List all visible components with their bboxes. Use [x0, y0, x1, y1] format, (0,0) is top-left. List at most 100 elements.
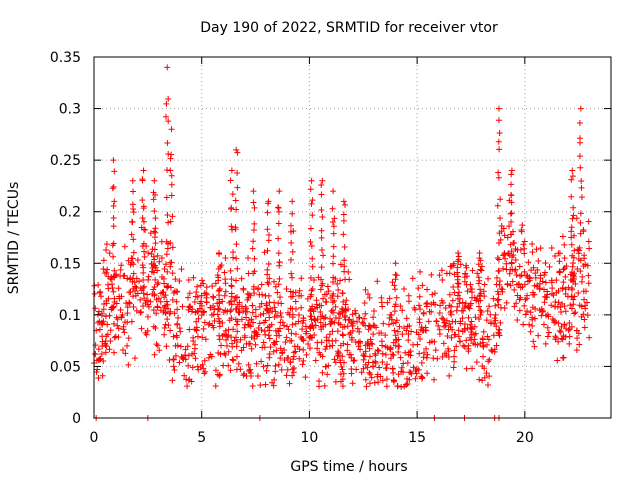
data-point — [252, 306, 259, 313]
data-point — [361, 300, 368, 307]
data-point — [163, 100, 170, 107]
data-point — [541, 272, 548, 279]
data-point — [340, 298, 347, 305]
data-point — [139, 214, 146, 221]
data-point — [197, 300, 204, 307]
data-point — [508, 199, 515, 206]
data-point — [130, 188, 137, 195]
points-layer — [91, 64, 593, 421]
data-point — [264, 266, 271, 273]
data-point — [405, 298, 412, 305]
data-point — [228, 204, 235, 211]
data-point — [468, 285, 475, 292]
data-point — [574, 335, 581, 342]
data-point — [467, 321, 474, 328]
data-point — [314, 304, 321, 311]
data-point — [191, 298, 198, 305]
data-point — [139, 176, 146, 183]
data-point — [479, 377, 486, 384]
data-point — [299, 361, 306, 368]
data-point — [161, 324, 168, 331]
data-point — [534, 266, 541, 273]
data-point — [495, 301, 502, 308]
data-point — [512, 257, 519, 264]
data-point — [205, 354, 212, 361]
data-point — [167, 327, 174, 334]
data-point — [251, 328, 258, 335]
data-point — [390, 339, 397, 346]
data-point — [387, 311, 394, 318]
data-point — [548, 244, 555, 251]
data-point — [395, 349, 402, 356]
data-point — [428, 308, 435, 315]
data-point — [254, 331, 261, 338]
data-point — [229, 340, 236, 347]
data-point — [549, 316, 556, 323]
data-point — [450, 262, 457, 269]
data-point — [448, 334, 455, 341]
data-point — [433, 318, 440, 325]
data-point — [153, 296, 160, 303]
data-point — [176, 325, 183, 332]
data-point — [223, 331, 230, 338]
data-point — [271, 278, 278, 285]
data-point — [541, 293, 548, 300]
data-point — [157, 290, 164, 297]
data-point — [113, 314, 120, 321]
data-point — [222, 288, 229, 295]
data-point — [473, 359, 480, 366]
data-point — [151, 246, 158, 253]
data-point — [485, 358, 492, 365]
data-point — [460, 342, 467, 349]
data-point — [287, 288, 294, 295]
data-point — [307, 275, 314, 282]
data-point — [490, 332, 497, 339]
data-point — [344, 341, 351, 348]
data-point — [329, 328, 336, 335]
data-point — [228, 283, 235, 290]
data-point — [577, 219, 584, 226]
data-point — [577, 257, 584, 264]
data-point — [250, 283, 257, 290]
data-point — [319, 213, 326, 220]
data-point — [461, 321, 468, 328]
data-point — [329, 342, 336, 349]
data-point — [525, 259, 532, 266]
data-point — [324, 283, 331, 290]
data-point — [266, 335, 273, 342]
data-point — [581, 316, 588, 323]
data-point — [144, 313, 151, 320]
x-tick-label: 5 — [197, 430, 206, 446]
data-point — [475, 274, 482, 281]
data-point — [344, 347, 351, 354]
data-point — [375, 347, 382, 354]
data-point — [511, 303, 518, 310]
data-point — [425, 318, 432, 325]
data-point — [240, 372, 247, 379]
data-point — [535, 332, 542, 339]
data-point — [176, 359, 183, 366]
data-point — [98, 319, 105, 326]
data-point — [105, 295, 112, 302]
data-point — [322, 299, 329, 306]
data-point — [248, 372, 255, 379]
data-point — [438, 297, 445, 304]
data-point — [479, 363, 486, 370]
data-point — [497, 319, 504, 326]
data-point — [391, 327, 398, 334]
data-point — [110, 304, 117, 311]
data-point — [307, 334, 314, 341]
data-point — [570, 204, 577, 211]
data-point — [274, 289, 281, 296]
data-point — [362, 310, 369, 317]
data-point — [215, 315, 222, 322]
data-point — [152, 240, 159, 247]
data-point — [340, 217, 347, 224]
data-point — [141, 283, 148, 290]
data-point — [576, 135, 583, 142]
data-point — [506, 223, 513, 230]
data-point — [513, 271, 520, 278]
data-point — [261, 249, 268, 256]
data-point — [445, 326, 452, 333]
data-point — [174, 342, 181, 349]
